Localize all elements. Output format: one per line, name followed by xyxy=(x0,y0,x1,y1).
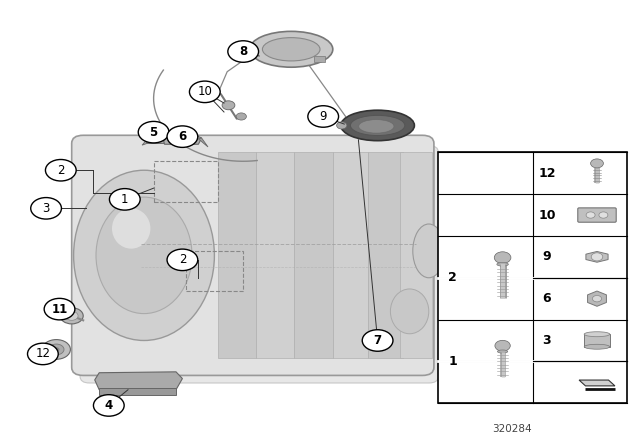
Circle shape xyxy=(167,126,198,147)
Text: 9: 9 xyxy=(319,110,327,123)
Circle shape xyxy=(44,298,75,320)
Polygon shape xyxy=(142,141,147,145)
Ellipse shape xyxy=(497,350,508,353)
Circle shape xyxy=(308,106,339,127)
Circle shape xyxy=(236,113,246,120)
Bar xyxy=(186,251,243,291)
Circle shape xyxy=(189,81,220,103)
Circle shape xyxy=(93,395,124,416)
Circle shape xyxy=(167,249,198,271)
Bar xyxy=(400,152,432,358)
Circle shape xyxy=(228,41,259,62)
Bar xyxy=(333,152,368,358)
Bar xyxy=(438,152,627,403)
Bar xyxy=(294,152,333,358)
Bar xyxy=(154,161,218,202)
Circle shape xyxy=(138,121,169,143)
Circle shape xyxy=(45,159,76,181)
Circle shape xyxy=(591,253,603,261)
Polygon shape xyxy=(163,132,202,144)
Circle shape xyxy=(591,159,604,168)
Text: 10: 10 xyxy=(538,208,556,222)
Text: 11: 11 xyxy=(51,302,68,316)
Circle shape xyxy=(49,344,64,355)
Ellipse shape xyxy=(584,332,610,337)
Text: 8: 8 xyxy=(239,45,247,58)
Circle shape xyxy=(31,198,61,219)
Text: 5: 5 xyxy=(150,125,157,139)
Polygon shape xyxy=(146,134,165,143)
Text: 3: 3 xyxy=(543,334,551,347)
Bar xyxy=(368,152,403,358)
Polygon shape xyxy=(95,372,182,390)
Ellipse shape xyxy=(413,224,445,278)
FancyBboxPatch shape xyxy=(72,135,434,375)
Polygon shape xyxy=(588,291,607,306)
Text: 2: 2 xyxy=(179,253,186,267)
Text: 7: 7 xyxy=(374,334,381,347)
Ellipse shape xyxy=(497,263,508,266)
Polygon shape xyxy=(198,138,208,147)
Text: 10: 10 xyxy=(197,85,212,99)
Ellipse shape xyxy=(96,197,192,314)
Text: 6: 6 xyxy=(179,130,186,143)
Ellipse shape xyxy=(74,170,214,340)
Ellipse shape xyxy=(584,345,610,349)
Text: 3: 3 xyxy=(42,202,50,215)
Circle shape xyxy=(586,212,595,218)
Text: 1: 1 xyxy=(448,355,457,368)
Text: 4: 4 xyxy=(105,399,113,412)
Circle shape xyxy=(362,330,393,351)
Bar xyxy=(218,152,256,358)
Circle shape xyxy=(222,101,235,110)
Polygon shape xyxy=(586,251,608,262)
Bar xyxy=(256,152,294,358)
Circle shape xyxy=(593,296,602,302)
Circle shape xyxy=(495,340,510,351)
Circle shape xyxy=(28,343,58,365)
Polygon shape xyxy=(579,380,615,386)
Text: 320284: 320284 xyxy=(492,424,532,434)
Ellipse shape xyxy=(250,31,333,67)
Text: 12: 12 xyxy=(35,347,51,361)
Circle shape xyxy=(65,311,78,320)
Circle shape xyxy=(599,212,608,218)
Ellipse shape xyxy=(262,38,320,61)
FancyBboxPatch shape xyxy=(578,208,616,222)
Ellipse shape xyxy=(351,116,404,135)
Text: 9: 9 xyxy=(543,250,551,263)
Text: 2: 2 xyxy=(57,164,65,177)
Circle shape xyxy=(42,340,70,359)
Text: 2: 2 xyxy=(448,271,457,284)
Text: 1: 1 xyxy=(121,193,129,206)
Circle shape xyxy=(109,189,140,210)
Ellipse shape xyxy=(390,289,429,334)
Circle shape xyxy=(337,122,347,129)
Bar xyxy=(99,388,176,395)
Ellipse shape xyxy=(340,110,415,141)
Bar xyxy=(584,334,610,347)
Bar xyxy=(314,56,325,62)
Circle shape xyxy=(53,347,60,352)
Text: 12: 12 xyxy=(538,167,556,180)
Circle shape xyxy=(494,252,511,263)
Text: 6: 6 xyxy=(543,292,551,305)
FancyBboxPatch shape xyxy=(80,146,438,383)
Circle shape xyxy=(60,308,83,324)
Ellipse shape xyxy=(112,208,150,249)
Ellipse shape xyxy=(358,120,394,133)
